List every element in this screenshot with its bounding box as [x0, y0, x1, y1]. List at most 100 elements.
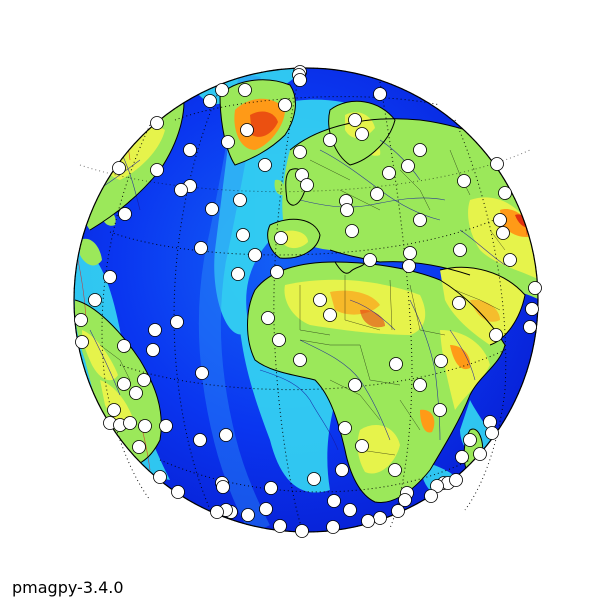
site-marker [221, 135, 235, 149]
site-marker [236, 228, 250, 242]
site-marker [150, 163, 164, 177]
site-marker [355, 439, 369, 453]
site-marker [313, 293, 327, 307]
site-marker [231, 267, 245, 281]
site-marker [398, 493, 412, 507]
site-marker [129, 386, 143, 400]
site-marker [103, 270, 117, 284]
site-marker [240, 123, 254, 137]
site-marker [219, 428, 233, 442]
site-marker [503, 253, 517, 267]
site-marker [264, 481, 278, 495]
site-marker [496, 226, 510, 240]
iberia [267, 219, 320, 259]
site-marker [174, 183, 188, 197]
site-marker [295, 524, 309, 538]
site-marker [493, 213, 507, 227]
site-marker [449, 473, 463, 487]
site-marker [215, 83, 229, 97]
site-marker [118, 207, 132, 221]
site-marker [258, 158, 272, 172]
site-marker [205, 202, 219, 216]
site-marker [345, 224, 359, 238]
site-marker [216, 480, 230, 494]
site-marker [455, 450, 469, 464]
site-marker [241, 508, 255, 522]
site-marker [413, 378, 427, 392]
site-marker [293, 145, 307, 159]
site-marker [248, 248, 262, 262]
site-marker [373, 87, 387, 101]
site-marker [413, 143, 427, 157]
site-marker [355, 127, 369, 141]
site-marker [75, 335, 89, 349]
site-marker [300, 178, 314, 192]
site-marker [424, 489, 438, 503]
arabian-peninsula [440, 267, 525, 345]
pmagpy-version-label: pmagpy-3.4.0 [12, 578, 124, 597]
site-marker [88, 293, 102, 307]
site-marker [525, 302, 539, 316]
site-marker [490, 157, 504, 171]
site-marker [361, 514, 375, 528]
site-marker [107, 403, 121, 417]
site-marker [340, 203, 354, 217]
site-marker [193, 433, 207, 447]
site-marker [117, 377, 131, 391]
site-marker [391, 504, 405, 518]
site-marker [183, 143, 197, 157]
site-marker [348, 113, 362, 127]
site-marker [413, 213, 427, 227]
site-marker [272, 333, 286, 347]
site-marker [528, 281, 542, 295]
site-marker [323, 308, 337, 322]
site-marker [343, 503, 357, 517]
site-marker [170, 315, 184, 329]
site-marker [238, 83, 252, 97]
site-marker [388, 463, 402, 477]
site-marker [473, 447, 487, 461]
site-marker [171, 485, 185, 499]
site-marker [363, 253, 377, 267]
site-marker [203, 94, 217, 108]
country-borders [99, 149, 506, 456]
site-marker [278, 98, 292, 112]
site-marker [402, 259, 416, 273]
site-marker [338, 421, 352, 435]
site-marker [489, 328, 503, 342]
site-marker [274, 231, 288, 245]
site-marker [293, 73, 307, 87]
site-marker [194, 241, 208, 255]
site-marker [150, 116, 164, 130]
site-marker [453, 243, 467, 257]
site-marker [146, 343, 160, 357]
site-marker [403, 246, 417, 260]
site-marker [210, 505, 224, 519]
site-marker [137, 373, 151, 387]
site-marker [270, 265, 284, 279]
site-marker [117, 339, 131, 353]
site-marker [233, 193, 247, 207]
globe [73, 67, 539, 533]
site-marker [389, 357, 403, 371]
site-marker [132, 440, 146, 454]
site-marker [373, 511, 387, 525]
site-marker [159, 419, 173, 433]
site-marker [463, 433, 477, 447]
site-marker [452, 296, 466, 310]
site-markers [74, 65, 542, 538]
site-marker [433, 403, 447, 417]
site-marker [326, 520, 340, 534]
site-marker [307, 472, 321, 486]
site-marker [323, 133, 337, 147]
site-marker [401, 159, 415, 173]
site-marker [382, 166, 396, 180]
site-marker [485, 426, 499, 440]
site-marker [348, 378, 362, 392]
site-marker [138, 419, 152, 433]
greenland [220, 79, 296, 165]
site-marker [74, 313, 88, 327]
site-marker [123, 416, 137, 430]
site-marker [293, 353, 307, 367]
